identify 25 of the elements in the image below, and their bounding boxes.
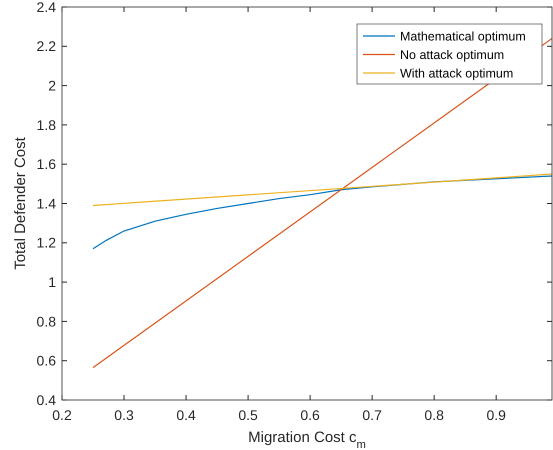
y-tick-label: 1.4: [36, 195, 56, 212]
y-tick-label: 1: [48, 274, 56, 290]
legend-label: With attack optimum: [400, 66, 514, 80]
legend-label: Mathematical optimum: [400, 29, 526, 44]
y-tick-label: 1.2: [36, 234, 56, 251]
x-tick-label: 0.5: [238, 407, 258, 423]
x-tick-label: 0.6: [300, 407, 320, 423]
x-tick-label: 0.3: [114, 407, 134, 423]
x-axis-title: Migration Cost c$_{m}$: [248, 429, 366, 450]
x-tick-label: 0.8: [424, 407, 444, 423]
legend-label: No attack optimum: [400, 48, 504, 62]
line-series: [92, 175, 553, 250]
y-tick-label: 2.4: [36, 0, 56, 15]
y-tick-label: 2.2: [36, 38, 56, 54]
y-tick-label: 0.4: [36, 392, 56, 408]
x-tick-label: 0.9: [486, 407, 506, 423]
y-tick-label: 0.6: [36, 352, 56, 369]
y-tick-label: 0.8: [36, 313, 56, 330]
x-tick-label: 0.7: [362, 407, 382, 423]
y-axis-title: Total Defender Cost: [12, 136, 29, 270]
y-tick-label: 1.8: [36, 116, 56, 133]
x-tick-label: 0.4: [176, 407, 196, 423]
x-tick-label: 0.2: [52, 407, 72, 423]
y-tick-label: 1.6: [36, 156, 56, 172]
y-tick-label: 2: [48, 78, 56, 94]
